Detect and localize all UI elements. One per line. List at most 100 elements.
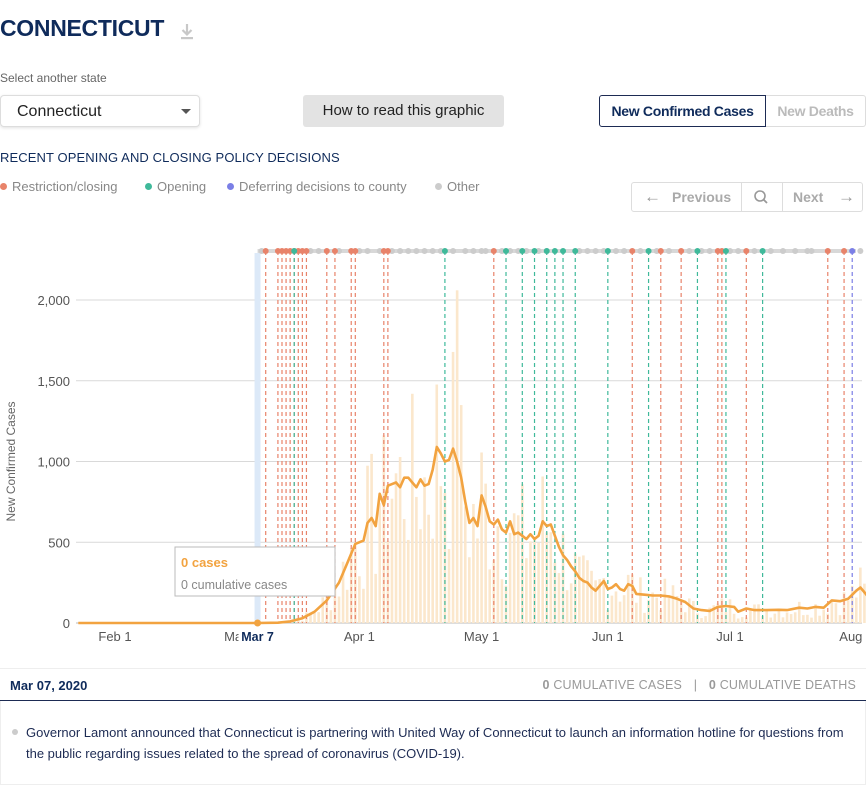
- next-label: Next: [793, 189, 824, 205]
- daily-case-bar: [370, 453, 373, 623]
- daily-case-bar: [472, 503, 475, 623]
- daily-case-bar: [854, 597, 858, 623]
- daily-case-bar: [626, 574, 630, 623]
- daily-case-bar: [431, 538, 434, 623]
- other-policy-dot: [584, 248, 591, 254]
- restriction-policy-dot: [262, 248, 269, 254]
- selected-day-band: [254, 253, 261, 623]
- new-confirmed-cases-toggle[interactable]: New Confirmed Cases: [599, 95, 766, 127]
- x-tick-label: Ma: [224, 629, 243, 644]
- daily-case-bar: [830, 601, 834, 623]
- daily-case-bar: [728, 599, 732, 623]
- previous-button[interactable]: ← Previous: [632, 183, 742, 211]
- opening-policy-dot: [722, 248, 729, 254]
- other-policy-dot: [779, 248, 786, 254]
- daily-case-bar: [398, 457, 402, 623]
- daily-case-bar: [671, 585, 675, 623]
- daily-case-bar: [492, 559, 496, 623]
- daily-case-bar: [838, 615, 842, 623]
- opening-dot-icon: [145, 183, 152, 190]
- daily-case-bar: [427, 514, 430, 623]
- download-icon[interactable]: [178, 22, 196, 42]
- daily-case-bar: [565, 590, 569, 623]
- daily-case-bar: [765, 610, 768, 623]
- daily-case-bar: [622, 595, 626, 623]
- stats-separator: |: [693, 678, 698, 692]
- other-policy-dot: [397, 248, 404, 254]
- how-to-read-button[interactable]: How to read this graphic: [303, 95, 504, 127]
- daily-case-bar: [683, 612, 687, 623]
- new-deaths-toggle[interactable]: New Deaths: [766, 95, 866, 127]
- arrow-left-icon: ←: [644, 187, 661, 206]
- other-policy-dot: [792, 248, 799, 254]
- daily-case-bar: [549, 532, 553, 623]
- daily-case-bar: [402, 519, 406, 623]
- daily-case-bar: [455, 290, 459, 623]
- daily-case-bar: [537, 542, 540, 623]
- daily-case-bar: [651, 592, 654, 623]
- daily-case-bar: [354, 545, 357, 623]
- other-policy-dot: [315, 248, 322, 254]
- opening-policy-dot: [291, 248, 298, 254]
- average-cases-line: [78, 445, 866, 625]
- daily-case-bar: [500, 579, 504, 623]
- cases-chart[interactable]: 0 500 1,000 1,500 2,000 New Confirmed Cases 0 …: [0, 235, 866, 665]
- opening-policy-dot: [694, 248, 701, 254]
- daily-case-bar: [349, 548, 353, 623]
- daily-case-bar: [769, 617, 773, 623]
- daily-case-bar: [292, 620, 296, 623]
- page-title: CONNECTICUT: [0, 15, 165, 41]
- restriction-policy-dot: [743, 248, 750, 254]
- daily-case-bar: [557, 573, 561, 623]
- daily-case-bar: [655, 597, 659, 623]
- daily-case-bar: [732, 613, 736, 623]
- daily-case-bar: [586, 560, 589, 623]
- daily-case-bar: [761, 616, 764, 623]
- daily-case-bar: [614, 591, 618, 623]
- state-select-value: Connecticut: [17, 103, 102, 120]
- legend-label: Deferring decisions to county: [239, 179, 407, 194]
- previous-label: Previous: [672, 189, 732, 205]
- daily-case-bar: [785, 612, 789, 623]
- selected-date-summary: Mar 07, 2020 0 CUMULATIVE CASES | 0 CUMU…: [0, 668, 866, 701]
- daily-case-bar: [484, 483, 487, 623]
- next-button[interactable]: Next →: [783, 183, 863, 211]
- restriction-policy-dot: [678, 248, 685, 254]
- opening-policy-dot: [441, 248, 448, 254]
- search-button[interactable]: [742, 183, 783, 211]
- daily-case-bar: [602, 578, 606, 623]
- y-tick-label: 2,000: [37, 293, 70, 308]
- daily-case-bar: [610, 595, 614, 623]
- y-tick-label: 0: [63, 616, 70, 631]
- daily-case-bar: [296, 619, 300, 623]
- other-policy-dot: [470, 248, 477, 254]
- opening-policy-dot: [645, 248, 652, 254]
- other-policy-dot: [421, 248, 428, 254]
- daily-case-bar: [643, 612, 646, 623]
- daily-case-bar: [545, 532, 549, 623]
- daily-case-bar: [793, 612, 797, 623]
- selected-date: Mar 07, 2020: [10, 678, 88, 693]
- daily-case-bar: [313, 613, 316, 623]
- other-policy-dot: [429, 248, 436, 254]
- y-axis-label: New Confirmed Cases: [4, 401, 18, 521]
- daily-case-bar: [468, 557, 471, 623]
- other-policy-dot: [405, 248, 412, 254]
- y-tick-label: 500: [48, 535, 70, 550]
- daily-case-bar: [700, 618, 703, 623]
- x-tick-label: Aug 1: [839, 629, 866, 644]
- daily-case-bar: [814, 604, 817, 623]
- daily-case-bar: [777, 609, 781, 623]
- daily-case-bar: [598, 579, 601, 623]
- state-select[interactable]: Connecticut: [0, 95, 200, 127]
- daily-case-bar: [716, 603, 720, 623]
- other-policy-dot: [482, 248, 489, 254]
- daily-case-bar: [394, 473, 398, 623]
- daily-case-bar: [675, 596, 679, 623]
- other-policy-dot: [612, 248, 619, 254]
- other-policy-dot: [450, 248, 457, 254]
- x-tick-label: May 1: [464, 629, 499, 644]
- daily-case-bar: [578, 556, 581, 623]
- daily-case-bar: [569, 583, 573, 623]
- selected-date-label-bg: [238, 627, 277, 645]
